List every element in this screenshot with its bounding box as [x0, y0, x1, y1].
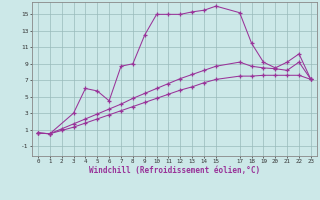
X-axis label: Windchill (Refroidissement éolien,°C): Windchill (Refroidissement éolien,°C) — [89, 166, 260, 175]
